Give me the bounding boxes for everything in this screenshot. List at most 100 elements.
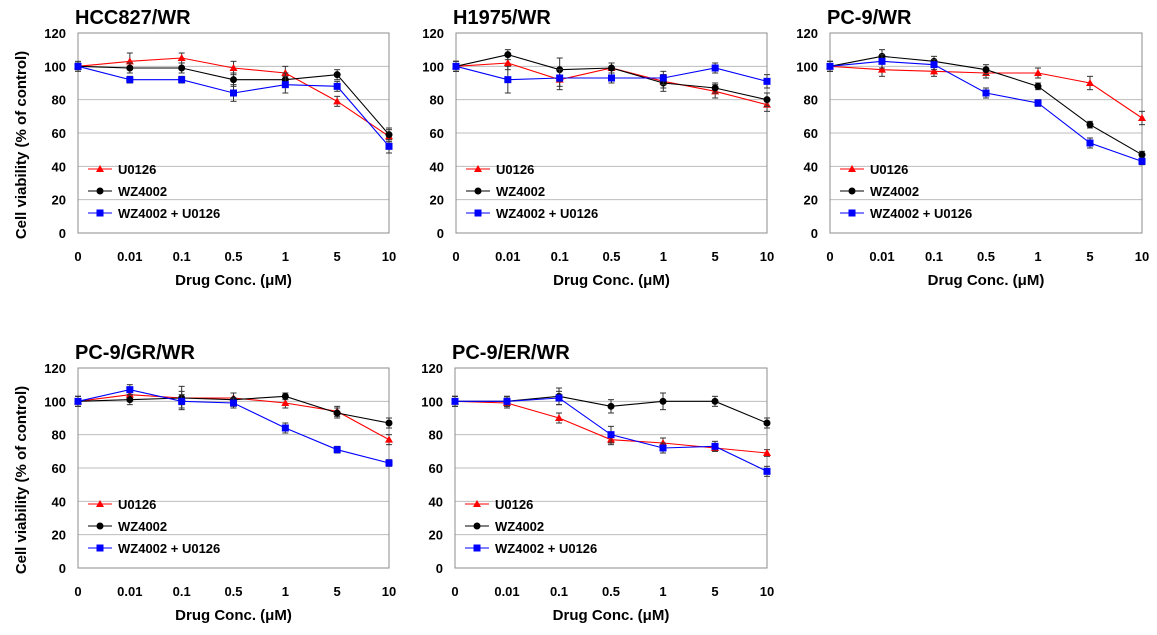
- legend-marker: [96, 209, 104, 217]
- y-tick-label: 100: [422, 59, 444, 74]
- y-tick-label: 20: [52, 528, 66, 543]
- legend-label: WZ4002: [118, 184, 167, 199]
- x-axis-title: Drug Conc. (μM): [928, 272, 1045, 289]
- legend-label: U0126: [118, 497, 156, 512]
- legend-marker: [848, 165, 856, 172]
- legend-marker: [848, 187, 856, 195]
- data-point: [333, 82, 341, 90]
- x-tick-label: 0: [826, 249, 833, 264]
- legend: U0126 WZ4002 WZ4002 + U0126: [466, 162, 598, 221]
- y-tick-label: 40: [804, 159, 818, 174]
- data-point: [763, 419, 771, 427]
- data-point: [385, 142, 393, 150]
- y-tick-label: 100: [796, 59, 818, 74]
- data-point: [281, 392, 289, 400]
- data-point: [74, 62, 82, 70]
- data-point: [1138, 114, 1146, 121]
- y-axis-title: Cell viability (% of control): [13, 386, 30, 574]
- data-point: [607, 402, 615, 410]
- y-tick-label: 20: [804, 193, 818, 208]
- legend: U0126 WZ4002 WZ4002 + U0126: [840, 162, 972, 221]
- data-point: [659, 397, 667, 405]
- y-tick-label: 120: [44, 26, 66, 41]
- x-tick-label: 0.5: [977, 249, 995, 264]
- legend-label: WZ4002 + U0126: [496, 206, 598, 221]
- data-point: [503, 59, 512, 66]
- data-point: [177, 54, 186, 61]
- data-point: [504, 51, 512, 59]
- data-point: [229, 64, 238, 71]
- y-tick-label: 0: [811, 226, 818, 241]
- y-tick-label: 0: [59, 226, 66, 241]
- data-point: [333, 71, 341, 79]
- data-point: [1086, 79, 1094, 86]
- data-point: [504, 76, 512, 84]
- x-axis-title: Drug Conc. (μM): [553, 272, 670, 289]
- y-tick-label: 80: [52, 93, 66, 108]
- y-tick-label: 100: [44, 59, 66, 74]
- y-tick-label: 120: [44, 361, 66, 376]
- data-point: [763, 96, 771, 104]
- x-tick-label: 0.1: [173, 249, 191, 264]
- y-tick-label: 80: [429, 428, 443, 443]
- series-2: [74, 384, 393, 467]
- chart-title: PC-9/GR/WR: [75, 342, 196, 364]
- x-tick-label: 10: [760, 584, 774, 599]
- data-point: [230, 399, 237, 407]
- y-tick-label: 60: [52, 126, 66, 141]
- data-point: [385, 131, 393, 139]
- legend-label: WZ4002 + U0126: [118, 206, 220, 221]
- x-tick-label: 0.1: [550, 584, 568, 599]
- data-point: [711, 442, 719, 450]
- data-point: [1034, 99, 1042, 107]
- legend-label: WZ4002: [495, 519, 544, 534]
- data-point: [281, 399, 290, 406]
- data-point: [659, 444, 667, 452]
- x-tick-label: 10: [1135, 249, 1149, 264]
- chart-title: PC-9/WR: [827, 7, 912, 29]
- data-point: [281, 81, 289, 89]
- data-point: [659, 74, 667, 82]
- legend-label: WZ4002 + U0126: [118, 541, 220, 556]
- legend-label: WZ4002: [870, 184, 919, 199]
- data-point: [555, 394, 563, 402]
- legend-marker: [473, 500, 481, 507]
- x-tick-label: 0.01: [495, 249, 520, 264]
- x-tick-label: 0.01: [117, 249, 142, 264]
- x-tick-label: 5: [334, 249, 341, 264]
- x-tick-label: 0.5: [224, 584, 242, 599]
- data-point: [1034, 82, 1042, 90]
- series-2: [826, 54, 1146, 166]
- x-tick-label: 10: [382, 584, 396, 599]
- legend-marker: [96, 500, 104, 507]
- data-point: [178, 397, 186, 405]
- data-point: [930, 67, 938, 75]
- x-tick-label: 0.01: [869, 249, 894, 264]
- x-tick-label: 0.5: [224, 249, 242, 264]
- x-axis-title: Drug Conc. (μM): [175, 272, 292, 289]
- x-tick-label: 0: [74, 249, 81, 264]
- chart-panel: 0 20 40 60 80 100 120 0 0.01 0.1 0.5 1 5 10 H1975/WR Dr…: [422, 7, 774, 289]
- y-tick-label: 80: [52, 428, 66, 443]
- legend-label: U0126: [496, 162, 534, 177]
- data-point: [452, 62, 460, 70]
- legend-label: U0126: [118, 162, 156, 177]
- data-point: [333, 97, 342, 105]
- x-tick-label: 1: [660, 249, 667, 264]
- chart-title: H1975/WR: [453, 7, 551, 29]
- x-tick-label: 10: [382, 249, 396, 264]
- legend-label: U0126: [495, 497, 533, 512]
- legend-marker: [474, 165, 482, 172]
- data-point: [608, 74, 615, 82]
- legend-label: WZ4002: [496, 184, 545, 199]
- legend-marker: [848, 209, 856, 217]
- x-tick-label: 0.1: [173, 584, 191, 599]
- series-2: [452, 60, 771, 94]
- data-point: [126, 396, 134, 404]
- data-point: [555, 414, 563, 421]
- data-point: [333, 446, 341, 454]
- data-point: [385, 459, 393, 467]
- y-tick-label: 100: [421, 394, 443, 409]
- y-tick-label: 80: [804, 93, 818, 108]
- x-tick-label: 0.1: [925, 249, 943, 264]
